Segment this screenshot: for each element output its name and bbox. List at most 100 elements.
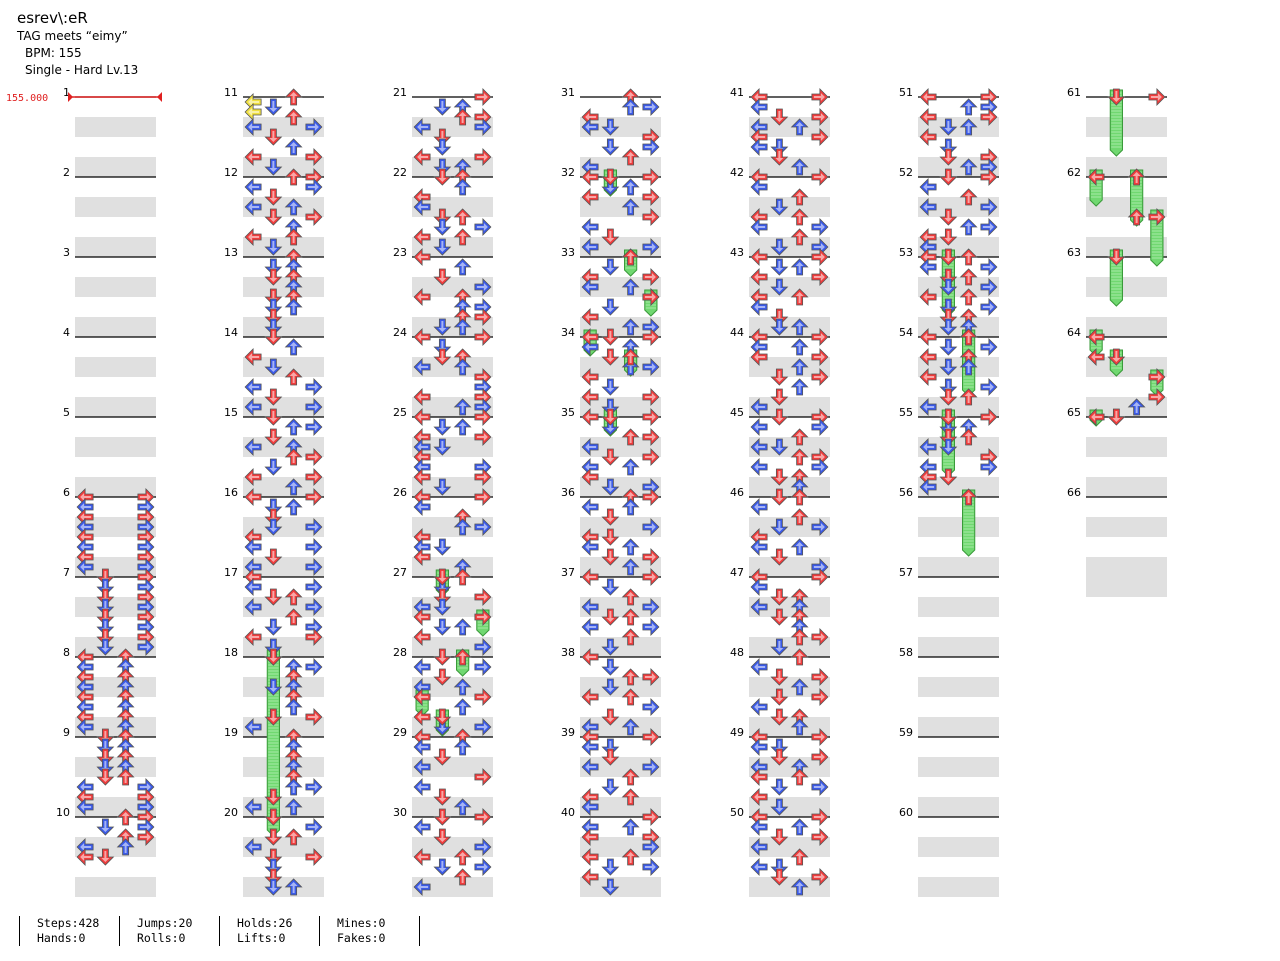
- up-arrow-icon: [453, 618, 472, 636]
- measure-number: 66: [1067, 486, 1081, 499]
- up-arrow-icon: [116, 838, 135, 856]
- up-arrow-icon: [453, 518, 472, 536]
- left-arrow-icon: [919, 258, 937, 276]
- stat-fakes: Fakes:0: [337, 931, 386, 945]
- left-arrow-icon: [919, 288, 937, 306]
- left-arrow-icon: [750, 218, 768, 236]
- beat-band: [75, 157, 156, 177]
- down-arrow-icon: [939, 388, 958, 406]
- beat-band: [918, 797, 999, 817]
- beat-band: [918, 437, 999, 457]
- left-arrow-icon: [413, 388, 431, 406]
- right-arrow-icon: [305, 708, 323, 726]
- up-arrow-icon: [790, 118, 809, 136]
- measure-number: 59: [899, 726, 913, 739]
- left-arrow-icon: [244, 718, 262, 736]
- left-arrow-icon: [413, 538, 431, 556]
- left-arrow-icon: [244, 558, 262, 576]
- beat-band: [412, 797, 493, 817]
- right-arrow-icon: [305, 398, 323, 416]
- left-arrow-icon: [750, 128, 768, 146]
- left-arrow-icon: [76, 518, 94, 536]
- left-arrow-icon: [76, 668, 94, 686]
- left-arrow-icon: [750, 438, 768, 456]
- measure-number: 10: [56, 806, 70, 819]
- left-arrow-icon: [919, 458, 937, 476]
- down-arrow-icon: [264, 588, 283, 606]
- beat-band: [75, 477, 156, 497]
- up-arrow-icon: [284, 798, 303, 816]
- left-arrow-icon: [413, 528, 431, 546]
- beat-band: [918, 277, 999, 297]
- beat-band: [580, 797, 661, 817]
- measure-number: 26: [393, 486, 407, 499]
- measure-number: 63: [1067, 246, 1081, 259]
- down-arrow-icon: [264, 188, 283, 206]
- down-arrow-icon: [601, 168, 620, 186]
- left-arrow-icon: [750, 528, 768, 546]
- right-arrow-icon: [474, 838, 492, 856]
- stat-mines: Mines:0: [337, 916, 386, 930]
- beat-band: [75, 117, 156, 137]
- beat-band: [75, 277, 156, 297]
- left-arrow-icon: [750, 818, 768, 836]
- left-arrow-icon: [581, 818, 599, 836]
- down-arrow-icon: [264, 648, 283, 666]
- beat-band: [749, 397, 830, 417]
- right-arrow-icon: [305, 518, 323, 536]
- up-arrow-icon: [453, 648, 472, 666]
- up-arrow-icon: [284, 698, 303, 716]
- right-arrow-icon: [474, 518, 492, 536]
- measure-number: 34: [561, 326, 575, 339]
- down-arrow-icon: [433, 238, 452, 256]
- beat-band: [243, 637, 324, 657]
- down-arrow-icon: [939, 338, 958, 356]
- beat-band: [412, 117, 493, 137]
- left-arrow-icon: [244, 568, 262, 586]
- left-arrow-icon: [919, 228, 937, 246]
- beat-band: [918, 837, 999, 857]
- down-arrow-icon: [264, 238, 283, 256]
- beat-band: [75, 437, 156, 457]
- down-arrow-icon: [770, 748, 789, 766]
- down-arrow-icon: [770, 368, 789, 386]
- down-arrow-icon: [770, 588, 789, 606]
- measure-number: 60: [899, 806, 913, 819]
- beat-band: [918, 877, 999, 897]
- beat-band: [580, 157, 661, 177]
- down-arrow-icon: [601, 508, 620, 526]
- left-arrow-icon: [76, 508, 94, 526]
- up-arrow-icon: [284, 828, 303, 846]
- beat-band: [918, 317, 999, 337]
- down-arrow-icon: [939, 208, 958, 226]
- down-arrow-icon: [264, 678, 283, 696]
- left-arrow-icon: [413, 448, 431, 466]
- left-arrow-icon: [919, 128, 937, 146]
- right-arrow-icon: [642, 98, 660, 116]
- measure-number: 39: [561, 726, 575, 739]
- beat-band: [749, 837, 830, 857]
- measure-number: 57: [899, 566, 913, 579]
- down-arrow-icon: [264, 98, 283, 116]
- left-arrow-icon: [413, 818, 431, 836]
- measure-number: 22: [393, 166, 407, 179]
- up-arrow-icon: [790, 488, 809, 506]
- up-arrow-icon: [790, 448, 809, 466]
- right-arrow-icon: [474, 858, 492, 876]
- right-arrow-icon: [642, 408, 660, 426]
- right-arrow-icon: [474, 148, 492, 166]
- up-arrow-icon: [1127, 168, 1146, 186]
- left-arrow-icon: [244, 198, 262, 216]
- left-arrow-icon: [413, 358, 431, 376]
- left-arrow-icon: [76, 798, 94, 816]
- right-arrow-icon: [474, 658, 492, 676]
- left-arrow-icon: [581, 648, 599, 666]
- measure-number: 61: [1067, 86, 1081, 99]
- beat-band: [749, 797, 830, 817]
- left-arrow-icon: [244, 488, 262, 506]
- left-arrow-icon: [76, 498, 94, 516]
- beat-band: [580, 437, 661, 457]
- beat-band: [749, 557, 830, 577]
- beat-band: [749, 157, 830, 177]
- left-arrow-icon: [413, 458, 431, 476]
